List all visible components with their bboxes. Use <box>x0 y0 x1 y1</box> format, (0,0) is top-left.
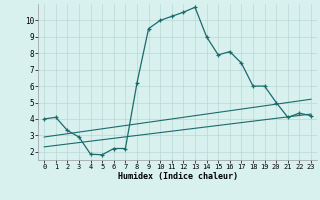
X-axis label: Humidex (Indice chaleur): Humidex (Indice chaleur) <box>118 172 238 181</box>
